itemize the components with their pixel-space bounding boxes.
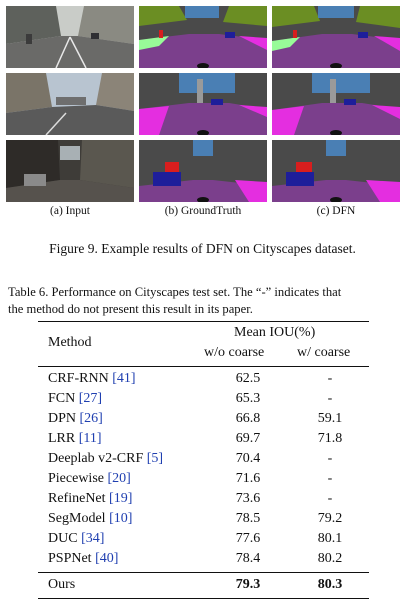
input-image-2 (6, 73, 134, 135)
value-with-coarse: 71.8 (317, 431, 343, 446)
table-row: Deeplab v2-CRF [5] 70.4 - (0, 451, 405, 471)
value-with-coarse: - (327, 471, 333, 486)
table-top-rule (38, 321, 369, 323)
value-without-coarse: 73.6 (235, 491, 261, 506)
citation-link[interactable]: [34] (81, 531, 105, 546)
value-without-coarse: 66.8 (235, 411, 261, 426)
value-without-coarse: 62.5 (235, 371, 261, 386)
figure-caption: Figure 9. Example results of DFN on City… (49, 241, 356, 256)
ours-with-coarse: 80.3 (317, 577, 343, 592)
citation-link[interactable]: [19] (109, 491, 133, 506)
value-without-coarse: 77.6 (235, 531, 261, 546)
method-name: FCN [27] (48, 391, 102, 407)
citation-link[interactable]: [27] (78, 391, 103, 406)
method-label: FCN (48, 391, 76, 406)
table-row: DUC [34] 77.6 80.1 (0, 531, 405, 551)
value-without-coarse: 70.4 (235, 451, 261, 466)
value-without-coarse: 65.3 (235, 391, 261, 406)
method-name: Piecewise [20] (48, 471, 131, 487)
groundtruth-image-1 (139, 6, 267, 68)
table-row: Piecewise [20] 71.6 - (0, 471, 405, 491)
value-with-coarse: - (327, 391, 333, 406)
method-label: SegModel (48, 511, 106, 526)
method-label: DPN (48, 411, 77, 426)
input-image-1 (6, 6, 134, 68)
ours-method: Ours (48, 577, 76, 592)
value-with-coarse: - (327, 491, 333, 506)
input-image-3 (6, 140, 134, 202)
table-row: LRR [11] 69.7 71.8 (0, 431, 405, 451)
dfn-image-1 (272, 6, 400, 68)
method-label: CRF-RNN (48, 371, 109, 386)
subcaption-groundtruth: (b) GroundTruth (164, 205, 242, 217)
citation-link[interactable]: [10] (109, 511, 133, 526)
citation-link[interactable]: [11] (78, 431, 102, 446)
value-with-coarse: 79.2 (317, 511, 343, 526)
dfn-image-2 (272, 73, 400, 135)
value-with-coarse: 59.1 (317, 411, 343, 426)
table-row: DPN [26] 66.8 59.1 (0, 411, 405, 431)
method-label: Deeplab v2-CRF (48, 451, 144, 466)
method-name: SegModel [10] (48, 511, 132, 527)
table-row-ours: Ours 79.3 80.3 (0, 577, 405, 597)
method-label: RefineNet (48, 491, 106, 506)
header-method: Method (48, 335, 92, 350)
dfn-image-3 (272, 140, 400, 202)
header-with-coarse: w/ coarse (297, 345, 351, 360)
table-row: FCN [27] 65.3 - (0, 391, 405, 411)
method-name: LRR [11] (48, 431, 102, 447)
groundtruth-image-2 (139, 73, 267, 135)
value-with-coarse: 80.1 (317, 531, 343, 546)
table-row: PSPNet [40] 78.4 80.2 (0, 551, 405, 571)
method-name: RefineNet [19] (48, 491, 132, 507)
figure-row-2 (6, 73, 400, 135)
citation-link[interactable]: [41] (112, 371, 136, 386)
value-with-coarse: - (327, 371, 333, 386)
method-name: DPN [26] (48, 411, 103, 427)
table-caption-line-2: the method do not present this result in… (8, 302, 253, 316)
method-name: Deeplab v2-CRF [5] (48, 451, 163, 467)
header-rule (38, 366, 369, 367)
value-without-coarse: 78.4 (235, 551, 261, 566)
value-without-coarse: 71.6 (235, 471, 261, 486)
ours-without-coarse: 79.3 (235, 577, 261, 592)
method-label: PSPNet (48, 551, 92, 566)
table-caption-line-1: Table 6. Performance on Cityscapes test … (8, 285, 342, 299)
table-bottom-rule (38, 598, 369, 600)
table-row: RefineNet [19] 73.6 - (0, 491, 405, 511)
ours-rule (38, 572, 369, 573)
header-mean-iou: Mean IOU(%) (234, 325, 316, 340)
method-label: DUC (48, 531, 78, 546)
citation-link[interactable]: [40] (95, 551, 119, 566)
header-without-coarse: w/o coarse (204, 345, 265, 360)
value-with-coarse: - (327, 451, 333, 466)
method-name: CRF-RNN [41] (48, 371, 136, 387)
figure-row-3 (6, 140, 400, 202)
value-without-coarse: 78.5 (235, 511, 261, 526)
figure-row-1 (6, 6, 400, 68)
table-caption: Table 6. Performance on Cityscapes test … (8, 284, 400, 318)
method-name: PSPNet [40] (48, 551, 118, 567)
groundtruth-image-3 (139, 140, 267, 202)
citation-link[interactable]: [5] (146, 451, 164, 466)
value-without-coarse: 69.7 (235, 431, 261, 446)
citation-link[interactable]: [20] (107, 471, 131, 486)
method-label: LRR (48, 431, 76, 446)
value-with-coarse: 80.2 (317, 551, 343, 566)
subcaption-input: (a) Input (50, 205, 90, 217)
citation-link[interactable]: [26] (79, 411, 103, 426)
method-label: Piecewise (48, 471, 104, 486)
table-row: SegModel [10] 78.5 79.2 (0, 511, 405, 531)
table-row: CRF-RNN [41] 62.5 - (0, 371, 405, 391)
method-name: DUC [34] (48, 531, 104, 547)
subcaption-dfn: (c) DFN (316, 205, 356, 217)
